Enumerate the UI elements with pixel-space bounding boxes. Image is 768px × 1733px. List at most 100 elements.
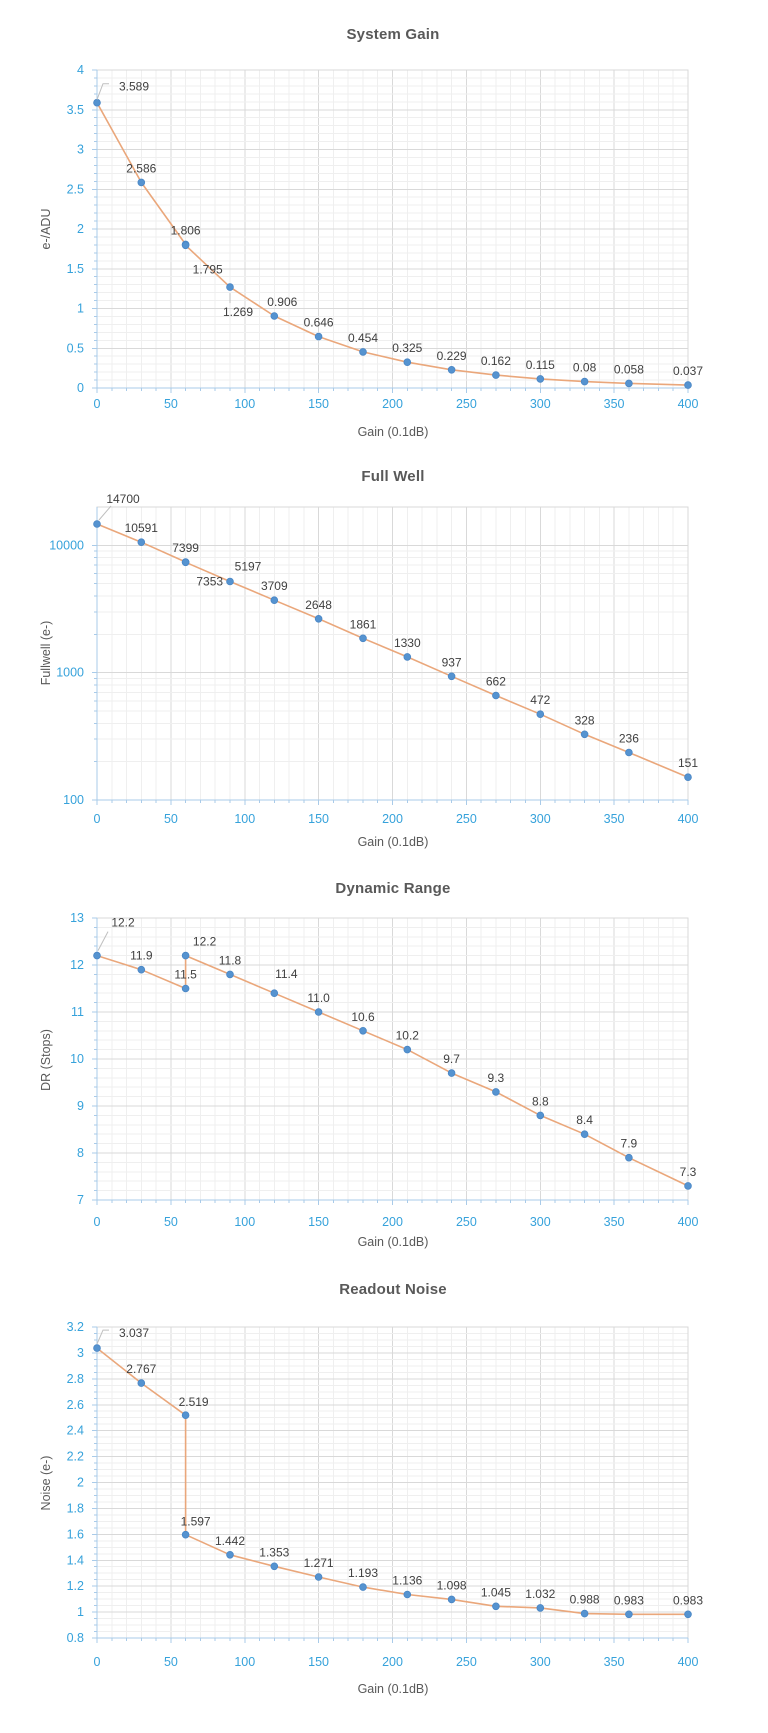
- x-tick-label: 400: [678, 1655, 699, 1669]
- y-tick-label: 2.6: [67, 1398, 84, 1412]
- data-point-label: 3709: [261, 579, 288, 593]
- data-point-label: 0.454: [348, 331, 378, 345]
- data-point-marker: [684, 1182, 692, 1190]
- data-point-label: 9.3: [488, 1071, 505, 1085]
- chart1-title: System Gain: [346, 26, 440, 43]
- data-point-marker: [403, 1045, 412, 1054]
- y-tick-label: 12: [70, 958, 84, 972]
- data-point-marker: [536, 1604, 545, 1612]
- data-point-marker: [181, 241, 190, 250]
- y-tick-label: 100: [63, 793, 84, 807]
- y-tick-label: 1.8: [67, 1501, 84, 1515]
- data-point-marker: [492, 1088, 500, 1096]
- data-point-marker: [93, 98, 101, 107]
- data-point-marker: [580, 730, 589, 739]
- data-point-label: 1.098: [437, 1578, 467, 1592]
- y-tick-label: 1: [77, 1605, 84, 1619]
- data-point-marker: [403, 358, 412, 367]
- data-point-label: 12.2: [193, 935, 217, 949]
- y-tick-label: 11: [71, 1005, 84, 1019]
- data-point-label: 1330: [394, 636, 421, 650]
- data-point-marker: [492, 691, 500, 700]
- x-tick-label: 350: [604, 1655, 625, 1669]
- x-tick-label: 50: [164, 397, 178, 411]
- data-point-marker: [625, 1153, 633, 1162]
- data-point-marker: [684, 1610, 692, 1619]
- y-tick-label: 2.8: [67, 1372, 84, 1386]
- data-point-marker: [447, 672, 456, 681]
- data-point-marker: [684, 773, 692, 781]
- data-point-marker: [492, 1602, 500, 1611]
- data-point-label: 0.325: [392, 341, 422, 355]
- chart3-x-axis-title: Gain (0.1dB): [357, 1235, 429, 1249]
- x-tick-label: 50: [164, 1655, 178, 1669]
- x-tick-label: 100: [234, 1655, 255, 1669]
- data-point-label: 7.9: [621, 1137, 638, 1151]
- data-point-marker: [359, 348, 367, 356]
- y-tick-label: 4: [77, 63, 84, 77]
- data-point-label: 1.032: [525, 1587, 555, 1601]
- x-tick-label: 350: [604, 1215, 625, 1229]
- x-tick-label: 150: [308, 812, 329, 826]
- chart3-y-axis-title: DR (Stops): [39, 1029, 53, 1091]
- x-tick-label: 400: [678, 812, 699, 826]
- data-point-marker: [137, 965, 146, 974]
- data-point-label: 0.08: [573, 361, 597, 375]
- data-point-label: 0.983: [673, 1593, 703, 1607]
- data-point-marker: [314, 1008, 323, 1016]
- data-point-marker: [536, 1111, 545, 1120]
- data-point-label: 0.988: [570, 1593, 600, 1607]
- data-point-label: 1.806: [171, 223, 201, 237]
- x-tick-label: 300: [530, 1655, 551, 1669]
- data-point-marker: [270, 312, 279, 320]
- x-tick-label: 100: [234, 397, 255, 411]
- x-tick-label: 150: [308, 397, 329, 411]
- data-point-label: 5197: [235, 560, 262, 574]
- data-point-label: 1.045: [481, 1585, 511, 1599]
- data-point-marker: [359, 634, 367, 643]
- data-point-marker: [93, 520, 101, 528]
- y-tick-label: 10000: [49, 538, 84, 552]
- data-point-marker: [625, 379, 633, 388]
- data-point-marker: [181, 951, 190, 960]
- data-point-label: 7353: [196, 574, 223, 588]
- x-tick-label: 400: [678, 397, 699, 411]
- chart2-x-axis-title: Gain (0.1dB): [357, 835, 429, 849]
- data-point-label: 1.271: [304, 1556, 334, 1570]
- x-tick-label: 350: [604, 397, 625, 411]
- data-point-marker: [625, 748, 633, 757]
- data-point-label: 10591: [125, 521, 159, 535]
- x-tick-label: 300: [530, 1215, 551, 1229]
- x-tick-label: 150: [308, 1215, 329, 1229]
- data-label-leader-line: [98, 505, 112, 521]
- y-tick-label: 1.4: [67, 1553, 84, 1567]
- x-tick-label: 200: [382, 812, 403, 826]
- data-point-label: 10.2: [396, 1029, 420, 1043]
- data-label-leader-line: [96, 1329, 109, 1345]
- x-tick-label: 200: [382, 1215, 403, 1229]
- chart-4-plot: 0 50 100 150 200 250 300 350 400 0.8 1 1.2 1.4 1.6 1.8…: [67, 1320, 704, 1669]
- x-tick-label: 0: [94, 1215, 101, 1229]
- data-point-marker: [536, 710, 545, 718]
- data-point-label: 328: [575, 713, 595, 727]
- data-point-label: 1.136: [392, 1574, 422, 1588]
- x-tick-label: 100: [234, 812, 255, 826]
- data-point-label: 7.3: [680, 1165, 697, 1179]
- data-point-marker: [181, 1530, 190, 1539]
- chart3-title: Dynamic Range: [335, 880, 451, 897]
- data-point-label: 10.6: [351, 1010, 375, 1024]
- data-point-label: 472: [530, 693, 550, 707]
- data-point-marker: [181, 558, 190, 567]
- data-point-label: 0.983: [614, 1593, 644, 1607]
- y-tick-label: 7: [77, 1193, 84, 1207]
- data-point-label: 11.5: [174, 968, 197, 982]
- data-point-label: 0.115: [526, 358, 555, 372]
- data-point-label: 1.597: [181, 1515, 211, 1529]
- data-point-label: 0.037: [673, 364, 703, 378]
- data-point-label: 7399: [172, 541, 199, 555]
- data-point-marker: [580, 377, 589, 386]
- data-label-leader-line: [97, 931, 109, 951]
- x-tick-label: 50: [164, 1215, 178, 1229]
- data-point-label: 151: [678, 756, 698, 770]
